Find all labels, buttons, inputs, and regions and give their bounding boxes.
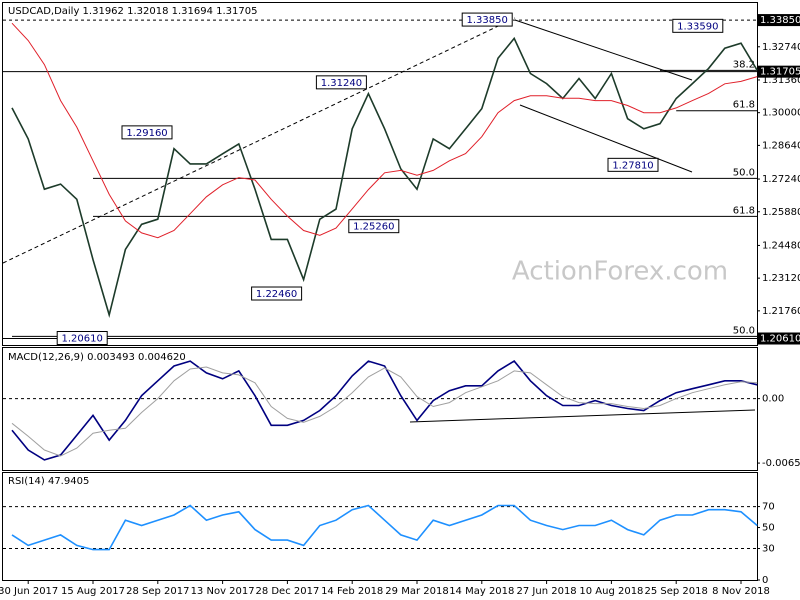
annotation-label: 1.27810 [612,160,653,171]
annotation-label: 1.31240 [321,78,362,89]
y-tick-label: 1.21760 [762,306,800,317]
x-tick-label: 10 Aug 2018 [579,586,643,597]
chart-title: MACD(12,26,9) 0.003493 0.004620 [8,352,186,363]
level-box [757,14,800,27]
x-tick-label: 8 Nov 2018 [712,586,770,597]
annotation-box [461,12,513,27]
series-line [11,504,758,551]
y-tick-label: 30 [762,544,775,555]
y-tick-label: 1.23120 [762,273,800,284]
y-tick-label: 0 [762,575,768,586]
x-tick-label: 30 Jun 2017 [0,586,58,597]
x-tick-label: 28 Sep 2017 [126,586,189,597]
fib-label: 50.0 [733,167,755,178]
annotation-box [56,331,108,346]
y-tick-label: 1.27240 [762,174,800,185]
annotation-box [607,157,659,172]
y-tick-label: -0.00652 [762,458,800,469]
y-tick-label: 0.00 [762,394,784,405]
fib-label: 38.2 [733,59,755,70]
annotation-box [251,286,303,301]
trend-line [2,17,516,264]
y-tick-label: 1.31360 [762,75,800,86]
chart-title: RSI(14) 47.9405 [8,476,89,487]
x-tick-label: 14 Feb 2018 [321,586,383,597]
y-tick-label: 1.32740 [762,42,800,53]
x-tick-label: 15 Aug 2017 [61,586,125,597]
annotation-box [121,125,173,140]
annotation-box [672,18,724,33]
annotation-label: 1.33590 [677,21,718,32]
watermark: ActionForex.com [512,257,728,287]
rsi-pane [2,472,758,581]
fib-label: 61.8 [733,100,755,111]
price-pane [2,2,758,346]
y-tick-label: 1.30000 [762,108,800,119]
x-tick-label: 27 Jun 2018 [517,586,577,597]
fib-label: 61.8 [733,205,755,216]
chart-title: USDCAD,Daily 1.31962 1.32018 1.31694 1.3… [8,6,258,17]
macd-pane [2,347,758,471]
level-box [757,332,800,345]
annotation-label: 1.22460 [256,289,297,300]
series-line [11,360,758,461]
x-tick-label: 13 Nov 2017 [191,586,255,597]
annotation-box [348,219,400,234]
annotation-label: 1.20610 [62,334,103,345]
y-tick-label: 1.28640 [762,140,800,151]
y-tick-label: 50 [762,523,775,534]
level-label: 1.33850 [760,15,800,26]
channel-line [519,104,693,173]
y-tick-label: 70 [762,502,775,513]
series-line [11,366,758,457]
annotation-box [315,75,367,90]
x-tick-label: 25 Sep 2018 [645,586,708,597]
y-tick-label: 1.25880 [762,207,800,218]
x-tick-label: 28 Dec 2017 [255,586,319,597]
fib-label: 50.0 [733,325,755,336]
level-label: 1.20610 [760,334,800,345]
y-tick-label: 1.24480 [762,240,800,251]
level-box [757,65,800,78]
annotation-label: 1.29160 [126,128,167,139]
series-line [11,22,758,239]
series-line [11,36,758,318]
macd-trend-line [409,409,756,423]
x-tick-label: 14 May 2018 [449,586,514,597]
annotation-label: 1.33850 [467,15,508,26]
x-tick-label: 29 Mar 2018 [385,586,448,597]
level-label: 1.31705 [760,67,800,78]
annotation-label: 1.25260 [353,222,394,233]
